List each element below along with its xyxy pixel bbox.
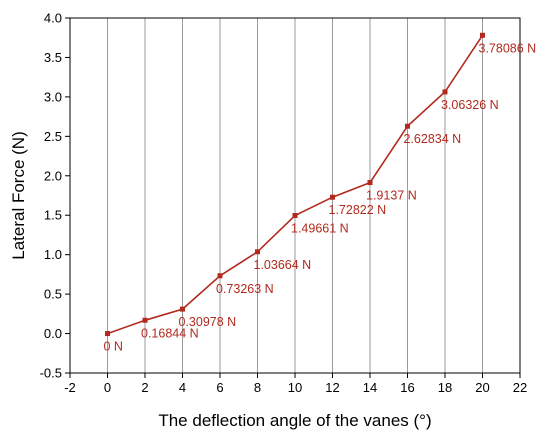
x-tick-label: 6 bbox=[216, 380, 223, 395]
y-tick-label: 0.0 bbox=[44, 326, 62, 341]
data-point bbox=[105, 331, 110, 337]
data-label: 2.62834 N bbox=[404, 132, 462, 146]
data-label: 0.16844 N bbox=[141, 326, 199, 340]
series-force bbox=[105, 32, 485, 337]
data-label: 3.06326 N bbox=[441, 98, 499, 112]
data-point bbox=[367, 180, 373, 186]
y-tick-label: 2.0 bbox=[44, 168, 62, 183]
data-label: 0.73263 N bbox=[216, 282, 274, 296]
data-label: 1.72822 N bbox=[329, 203, 387, 217]
data-label: 3.78086 N bbox=[479, 41, 537, 55]
data-labels: 0 N 0.16844 N0.30978 N 0.73263 N 1.03664 N 1… bbox=[104, 41, 537, 353]
x-tick-label: 12 bbox=[325, 380, 339, 395]
axis-ticks: -2 0 2 4 6 8 10 12 14 16 18 20 22 -0.5 0.0 0.5 1.0 1.5 2.0… bbox=[40, 11, 528, 396]
data-point bbox=[480, 32, 485, 38]
y-tick-label: 4.0 bbox=[44, 11, 62, 26]
x-tick-label: 0 bbox=[104, 380, 111, 395]
y-tick-label: 1.0 bbox=[44, 247, 62, 262]
data-point bbox=[405, 123, 410, 129]
x-tick-label: 22 bbox=[513, 380, 527, 395]
data-point bbox=[330, 194, 335, 200]
y-tick-label: 0.5 bbox=[44, 287, 62, 302]
y-axis-title: Lateral Force (N) bbox=[9, 131, 28, 259]
data-label: 1.9137 N bbox=[366, 189, 417, 203]
y-tick-label: 2.5 bbox=[44, 129, 62, 144]
x-tick-label: 16 bbox=[400, 380, 414, 395]
x-tick-label: -2 bbox=[64, 380, 76, 395]
data-point bbox=[180, 306, 185, 312]
x-tick-label: 8 bbox=[254, 380, 261, 395]
x-axis-title: The deflection angle of the vanes (°) bbox=[158, 411, 431, 430]
data-point bbox=[217, 273, 223, 279]
data-point bbox=[255, 249, 260, 255]
x-tick-label: 20 bbox=[475, 380, 489, 395]
data-point bbox=[142, 317, 148, 323]
x-tick-label: 4 bbox=[179, 380, 186, 395]
y-tick-label: 3.5 bbox=[44, 50, 62, 65]
y-tick-label: -0.5 bbox=[40, 366, 62, 381]
data-label: 0 N bbox=[104, 340, 123, 354]
data-label: 1.03664 N bbox=[254, 258, 312, 272]
x-tick-label: 14 bbox=[363, 380, 377, 395]
data-point bbox=[292, 212, 298, 218]
x-tick-label: 10 bbox=[288, 380, 302, 395]
x-tick-label: 18 bbox=[438, 380, 452, 395]
y-tick-label: 3.0 bbox=[44, 89, 62, 104]
data-label: 1.49661 N bbox=[291, 221, 349, 235]
data-label: 0.30978 N bbox=[179, 315, 237, 329]
grid-lines bbox=[107, 18, 483, 373]
x-tick-label: 2 bbox=[141, 380, 148, 395]
y-tick-label: 1.5 bbox=[44, 208, 62, 223]
data-point bbox=[442, 89, 448, 95]
